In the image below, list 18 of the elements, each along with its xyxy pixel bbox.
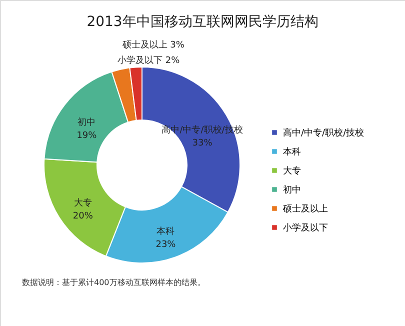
- data-label: 19%: [76, 131, 98, 142]
- category-label: 小学及以下 2%: [118, 56, 180, 66]
- data-label: 23%: [156, 240, 176, 250]
- slice-label: 大专: [74, 198, 92, 209]
- text: 数据说明：基于累计400万移动互联网样本的结果。: [22, 278, 206, 287]
- legend-label: 小学及以下: [283, 222, 328, 234]
- legend-label: 本科: [283, 146, 301, 158]
- data-label: 33%: [192, 138, 213, 148]
- slice-label: 初中: [78, 117, 96, 128]
- slice-label: 高中/中专/职校/技校: [162, 124, 243, 136]
- category-label: 硕士及以上 3%: [122, 40, 184, 51]
- legend-label: 初中: [283, 184, 301, 196]
- legend-label: 高中/中专/职校/技校: [283, 128, 364, 138]
- legend-label: 硕士及以上: [282, 204, 328, 214]
- data-label: 20%: [72, 212, 94, 222]
- slice-label: 本科: [156, 226, 175, 237]
- chart-title: 2013年中国移动互联网网民学历结构: [86, 14, 318, 30]
- legend-label: 大专: [283, 166, 301, 176]
